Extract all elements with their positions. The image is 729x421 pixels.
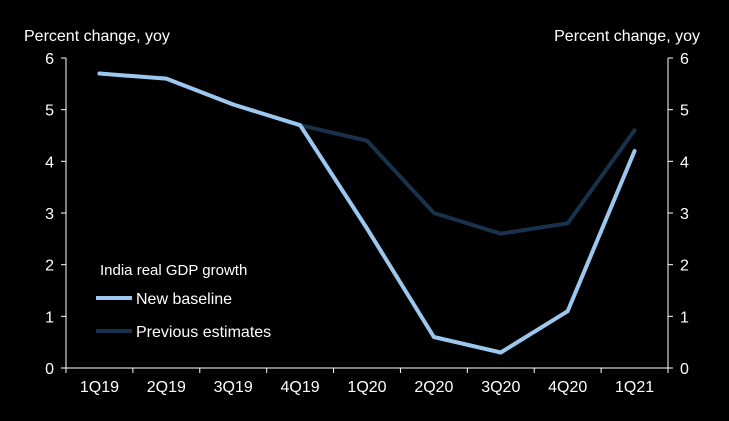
left-tick-group: 0 1 2 3 4 5 6 [45, 51, 66, 378]
legend-label-new-baseline: New baseline [136, 291, 232, 308]
x-tick-label: 4Q19 [281, 379, 320, 396]
left-tick-label: 1 [45, 309, 54, 326]
left-tick-label: 0 [45, 361, 54, 378]
right-tick-label: 1 [680, 309, 689, 326]
x-tick-label: 1Q21 [615, 379, 654, 396]
right-tick-label: 0 [680, 361, 689, 378]
legend: India real GDP growth New baseline Previ… [96, 262, 271, 341]
x-tick-label: 2Q20 [414, 379, 453, 396]
left-tick-label: 4 [45, 154, 54, 171]
left-tick-label: 3 [45, 206, 54, 223]
x-tick-group: 1Q19 2Q19 3Q19 4Q19 1Q20 2Q20 3Q20 4Q20 1Q21 [65, 368, 669, 396]
series-line-new-baseline [97, 71, 637, 355]
right-tick-label: 6 [680, 51, 689, 68]
right-axis-title: Percent change, yoy [554, 28, 700, 45]
x-tick-label: 3Q19 [214, 379, 253, 396]
right-tick-label: 4 [680, 154, 689, 171]
x-tick-label: 2Q19 [147, 379, 186, 396]
left-tick-label: 2 [45, 258, 54, 275]
legend-title: India real GDP growth [100, 262, 247, 279]
left-tick-label: 6 [45, 51, 54, 68]
right-tick-label: 5 [680, 103, 689, 120]
left-axis-title: Percent change, yoy [24, 28, 170, 45]
right-tick-label: 2 [680, 258, 689, 275]
legend-label-previous-estimates: Previous estimates [136, 324, 271, 341]
left-tick-label: 5 [45, 103, 54, 120]
x-tick-label: 1Q20 [347, 379, 386, 396]
right-tick-label: 3 [680, 206, 689, 223]
x-tick-label: 1Q19 [80, 379, 119, 396]
series-layer [97, 71, 637, 355]
right-tick-group: 0 1 2 3 4 5 6 [668, 51, 689, 378]
x-tick-label: 4Q20 [548, 379, 587, 396]
x-tick-label: 3Q20 [481, 379, 520, 396]
